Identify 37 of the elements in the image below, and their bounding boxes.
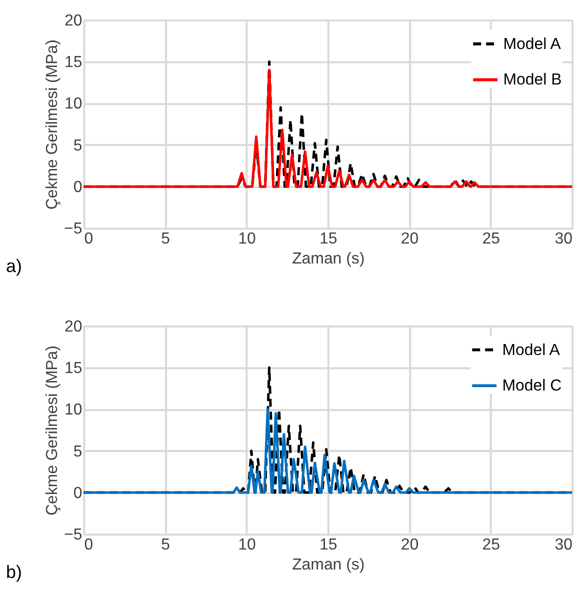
- x-axis-title: Zaman (s): [292, 250, 365, 268]
- y-tick-label: 10: [64, 96, 82, 113]
- x-tick-label: 5: [161, 230, 170, 248]
- x-tick-label: 25: [482, 230, 500, 248]
- x-tick-label: 5: [161, 536, 170, 554]
- x-tick-label: 0: [84, 536, 94, 554]
- x-axis-title: Zaman (s): [292, 556, 365, 574]
- y-tick-label: 20: [64, 318, 82, 336]
- y-axis-title: Çekme Gerilmesi (MPa): [44, 40, 62, 210]
- line-series: [82, 408, 574, 494]
- x-tick-label: 30: [554, 536, 573, 554]
- y-tick-label: −5: [64, 220, 82, 238]
- y-tick-label: 10: [64, 402, 82, 419]
- x-tick-label: 30: [554, 230, 573, 248]
- x-tick-label: 0: [84, 230, 94, 248]
- y-tick-label: 15: [64, 360, 82, 378]
- y-tick-label: −5: [64, 526, 82, 544]
- y-tick-label: 5: [73, 137, 82, 154]
- y-tick-label: 20: [64, 12, 82, 30]
- y-tick-label: 0: [73, 179, 82, 196]
- x-tick-label: 10: [238, 536, 256, 554]
- y-axis-title: Çekme Gerilmesi (MPa): [44, 346, 62, 516]
- x-tick-label: 10: [238, 230, 256, 248]
- legend-label: Model A: [503, 36, 562, 53]
- x-tick-label: 20: [400, 536, 419, 554]
- y-tick-label: 0: [73, 485, 82, 502]
- x-tick-label: 15: [320, 536, 338, 554]
- legend-label: Model C: [502, 378, 562, 395]
- x-tick-label: 20: [400, 230, 419, 248]
- x-tick-label: 15: [320, 230, 338, 248]
- y-tick-label: 15: [64, 54, 82, 72]
- legend-label: Model A: [502, 342, 560, 359]
- x-tick-label: 25: [482, 536, 500, 554]
- text: b): [6, 562, 22, 582]
- legend-label: Model B: [503, 72, 562, 89]
- y-tick-label: 5: [73, 443, 82, 460]
- text: a): [6, 256, 22, 276]
